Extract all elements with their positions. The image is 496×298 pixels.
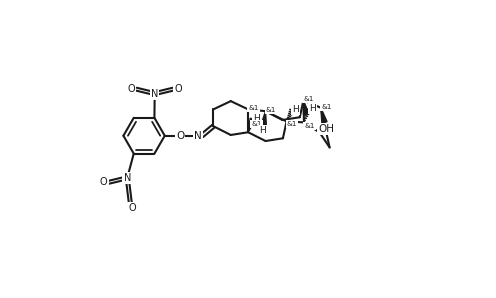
Text: &1: &1: [304, 96, 314, 102]
Text: &1: &1: [304, 123, 314, 129]
Text: &1: &1: [287, 121, 297, 127]
Text: H: H: [259, 126, 265, 135]
Polygon shape: [248, 118, 255, 132]
Text: O: O: [128, 203, 136, 213]
Text: H: H: [293, 105, 299, 114]
Polygon shape: [321, 108, 327, 123]
Polygon shape: [261, 111, 266, 125]
Text: O: O: [175, 84, 182, 94]
Text: O: O: [100, 177, 108, 187]
Text: O: O: [176, 131, 184, 141]
Text: &1: &1: [248, 105, 258, 111]
Text: N: N: [124, 173, 131, 183]
Text: &1: &1: [321, 103, 332, 110]
Text: O: O: [127, 84, 135, 94]
Text: N: N: [194, 131, 202, 141]
Text: &1: &1: [266, 107, 276, 113]
Text: H: H: [309, 104, 316, 113]
Text: H: H: [253, 114, 260, 123]
Text: &1: &1: [251, 121, 262, 127]
Polygon shape: [304, 100, 309, 115]
Text: N: N: [151, 89, 158, 99]
Text: OH: OH: [318, 124, 334, 134]
